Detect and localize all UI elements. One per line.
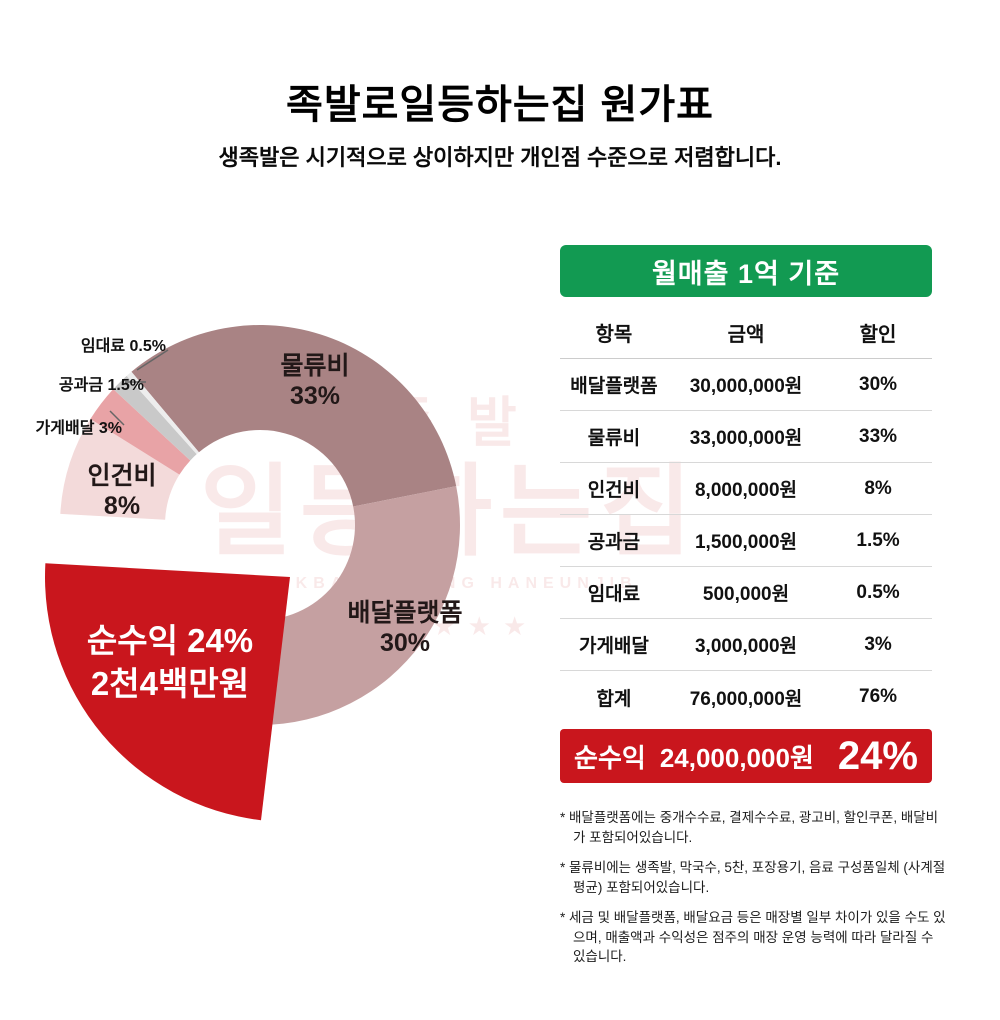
row-amount: 76,000,000원 [689,688,803,710]
pie-label-logistics-name: 물류비 [280,352,350,380]
col-header-pct: 할인 [859,324,897,346]
row-pct: 8% [864,477,892,499]
net-profit-label: 순수익 [574,742,646,773]
row-pct: 0.5% [856,581,900,603]
pie-label-delivery-platform-pct: 30% [379,628,431,657]
row-amount: 8,000,000원 [694,480,797,501]
row-item: 가게배달 [578,636,649,657]
pie-label-delivery-platform-name: 배달플랫폼 [347,599,463,627]
row-amount: 500,000원 [702,584,790,605]
footnote: * 배달플랫폼에는 중개수수료, 결제수수료, 광고비, 할인쿠폰, 배달비가 … [560,810,939,845]
pie-slice-exploded-net-profit [45,563,290,821]
net-profit-pct: 24% [837,733,918,778]
table-row: 인건비 8,000,000원 8% [560,463,932,515]
pie-slice-5 [113,375,197,461]
pie-leader-line [136,349,169,371]
table-header-row: 항목 금액 할인 [560,307,932,359]
col-header-amount: 금액 [727,324,765,346]
pie-label-rent: 임대료 0.5% [30,332,166,356]
pie-slice-1 [236,486,460,725]
row-item: 인건비 [587,480,641,501]
row-pct: 76% [859,686,898,707]
pie-slice-3 [60,419,180,520]
footnote: * 물류비에는 생족발, 막국수, 5찬, 포장용기, 음료 구성품일체 (사계… [560,860,946,895]
table-row: 배달플랫폼 30,000,000원 30% [560,359,932,411]
net-profit-band: 순수익 24,000,000원 24% [560,729,932,783]
pie-slice-4 [90,389,191,475]
row-amount: 30,000,000원 [689,376,803,397]
pie-callout-line1: 순수익 24% [86,622,254,659]
pie-label-store-delivery: 가게배달 3% [0,414,122,438]
row-pct: 30% [859,373,898,395]
pie-label-logistics-pct: 33% [289,381,341,410]
pie-slice-6 [126,371,199,455]
row-amount: 3,000,000원 [694,636,797,657]
row-item: 합계 [596,688,632,710]
cost-donut-chart [45,325,460,821]
cost-table: 월매출 1억 기준 항목 금액 할인 배달플랫폼 30,000,000원 30%… [560,245,932,783]
row-amount: 33,000,000원 [689,428,803,449]
pie-label-store-delivery-pct: 3% [98,420,122,437]
pie-label-utilities: 공과금 1.5% [14,371,144,395]
pie-label-labor-pct: 8% [103,491,141,520]
row-item: 임대료 [587,584,641,605]
row-item: 배달플랫폼 [570,376,658,397]
row-item: 공과금 [587,532,641,553]
pie-label-rent-pct: 0.5% [129,338,166,355]
page-title: 족발로일등하는집 원가표 [286,83,714,127]
pie-label-labor: 인건비 8% [52,462,192,521]
page-subtitle: 생족발은 시기적으로 상이하지만 개인점 수준으로 저렴합니다. [218,145,782,170]
col-header-item: 항목 [595,324,633,346]
table-row-total: 합계 76,000,000원 76% [560,671,932,723]
row-item: 물류비 [587,428,641,449]
row-pct: 1.5% [856,529,900,551]
footnotes: * 배달플랫폼에는 중개수수료, 결제수수료, 광고비, 할인쿠폰, 배달비가 … [560,808,948,978]
footnote: * 세금 및 배달플랫폼, 배달요금 등은 매장별 일부 차이가 있을 수도 있… [560,910,946,965]
table-row: 공과금 1,500,000원 1.5% [560,515,932,567]
net-profit-amount: 24,000,000원 [659,742,814,773]
pie-label-labor-name: 인건비 [87,462,157,490]
pie-label-utilities-name: 공과금 [58,377,104,394]
pie-slice-0 [131,325,457,507]
pie-label-rent-name: 임대료 [80,338,126,355]
pie-callout-line2: 2천4백만원 [90,664,250,702]
pie-label-logistics: 물류비 33% [245,352,385,411]
table-banner: 월매출 1억 기준 [560,245,932,297]
row-pct: 3% [864,633,892,655]
pie-label-delivery-platform: 배달플랫폼 30% [315,599,495,658]
pie-callout-net-profit: 순수익 24% 2천4백만원 [30,620,310,706]
table-row: 임대료 500,000원 0.5% [560,567,932,619]
pie-label-store-delivery-name: 가게배달 [35,420,95,437]
pie-leader-line [109,410,125,426]
table-row: 가게배달 3,000,000원 3% [560,619,932,671]
row-pct: 33% [859,425,898,447]
table-row: 물류비 33,000,000원 33% [560,411,932,463]
pie-label-utilities-pct: 1.5% [107,377,144,394]
row-amount: 1,500,000원 [694,532,797,553]
